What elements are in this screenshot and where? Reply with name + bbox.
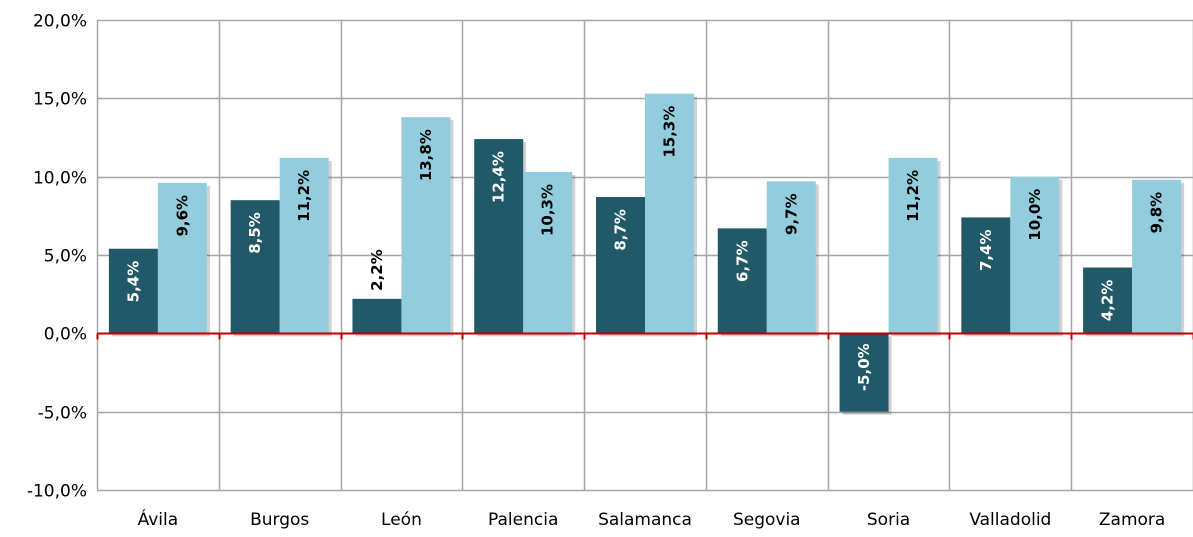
y-tick-label: 15,0% — [33, 90, 87, 110]
data-label: 13,8% — [417, 129, 435, 181]
bar — [474, 139, 524, 334]
x-category-label: Ávila — [138, 508, 179, 530]
bar — [1132, 179, 1182, 334]
data-label: 8,7% — [612, 209, 630, 251]
bar — [717, 228, 767, 334]
x-category-label: Salamanca — [598, 510, 692, 530]
bar — [596, 197, 645, 334]
bar — [888, 157, 938, 334]
bar — [279, 157, 329, 334]
bar — [523, 171, 573, 334]
x-category-label: Segovia — [733, 510, 801, 530]
bar — [157, 182, 207, 334]
data-labels: 5,4% 8,5% 2,2% 12,4% 8,7% 6,7% -5,0% 7,4% 4,2% 9,… — [124, 106, 1165, 392]
data-label: 10,0% — [1026, 189, 1044, 241]
y-tick-label: -10,0% — [27, 482, 87, 502]
data-label: 12,4% — [490, 151, 508, 203]
x-category-label: Soria — [867, 510, 910, 530]
y-tick-label: 5,0% — [44, 247, 87, 267]
x-category-label: Burgos — [250, 510, 309, 530]
y-tick-label: -5,0% — [38, 404, 87, 424]
data-label: 9,6% — [173, 195, 191, 237]
y-tick-label: 20,0% — [33, 12, 87, 32]
data-label: 8,5% — [246, 212, 264, 254]
data-label: 4,2% — [1099, 280, 1117, 322]
data-label: 10,3% — [539, 184, 557, 236]
y-tick-label: 0,0% — [44, 325, 87, 345]
bar — [108, 248, 158, 334]
data-label: 2,2% — [368, 249, 386, 291]
data-label: 11,2% — [295, 170, 313, 222]
x-category-label: Valladolid — [969, 510, 1051, 530]
bar — [766, 181, 816, 334]
bars — [108, 93, 1185, 415]
y-tick-label: 10,0% — [33, 169, 87, 189]
data-label: 5,4% — [124, 261, 142, 303]
data-label: -5,0% — [855, 343, 873, 391]
bar — [1010, 176, 1060, 334]
data-label: 7,4% — [977, 229, 995, 271]
x-category-label: Zamora — [1099, 510, 1165, 530]
bar — [839, 333, 889, 412]
data-label: 11,2% — [904, 170, 922, 222]
bar — [645, 93, 694, 334]
bar — [352, 298, 402, 334]
data-label: 9,8% — [1148, 192, 1166, 234]
bar — [401, 117, 451, 334]
data-label: 15,3% — [661, 106, 679, 158]
x-category-label: Palencia — [488, 510, 558, 530]
bar — [961, 217, 1011, 334]
x-category-label: León — [381, 510, 422, 530]
axes: -10,0% -5,0% 0,0% 5,0% 10,0% 15,0% 20,0% Ávila B… — [27, 12, 1193, 530]
bar — [1083, 267, 1133, 334]
data-label: 6,7% — [733, 240, 751, 282]
bar — [230, 200, 280, 334]
data-label: 9,7% — [782, 193, 800, 235]
